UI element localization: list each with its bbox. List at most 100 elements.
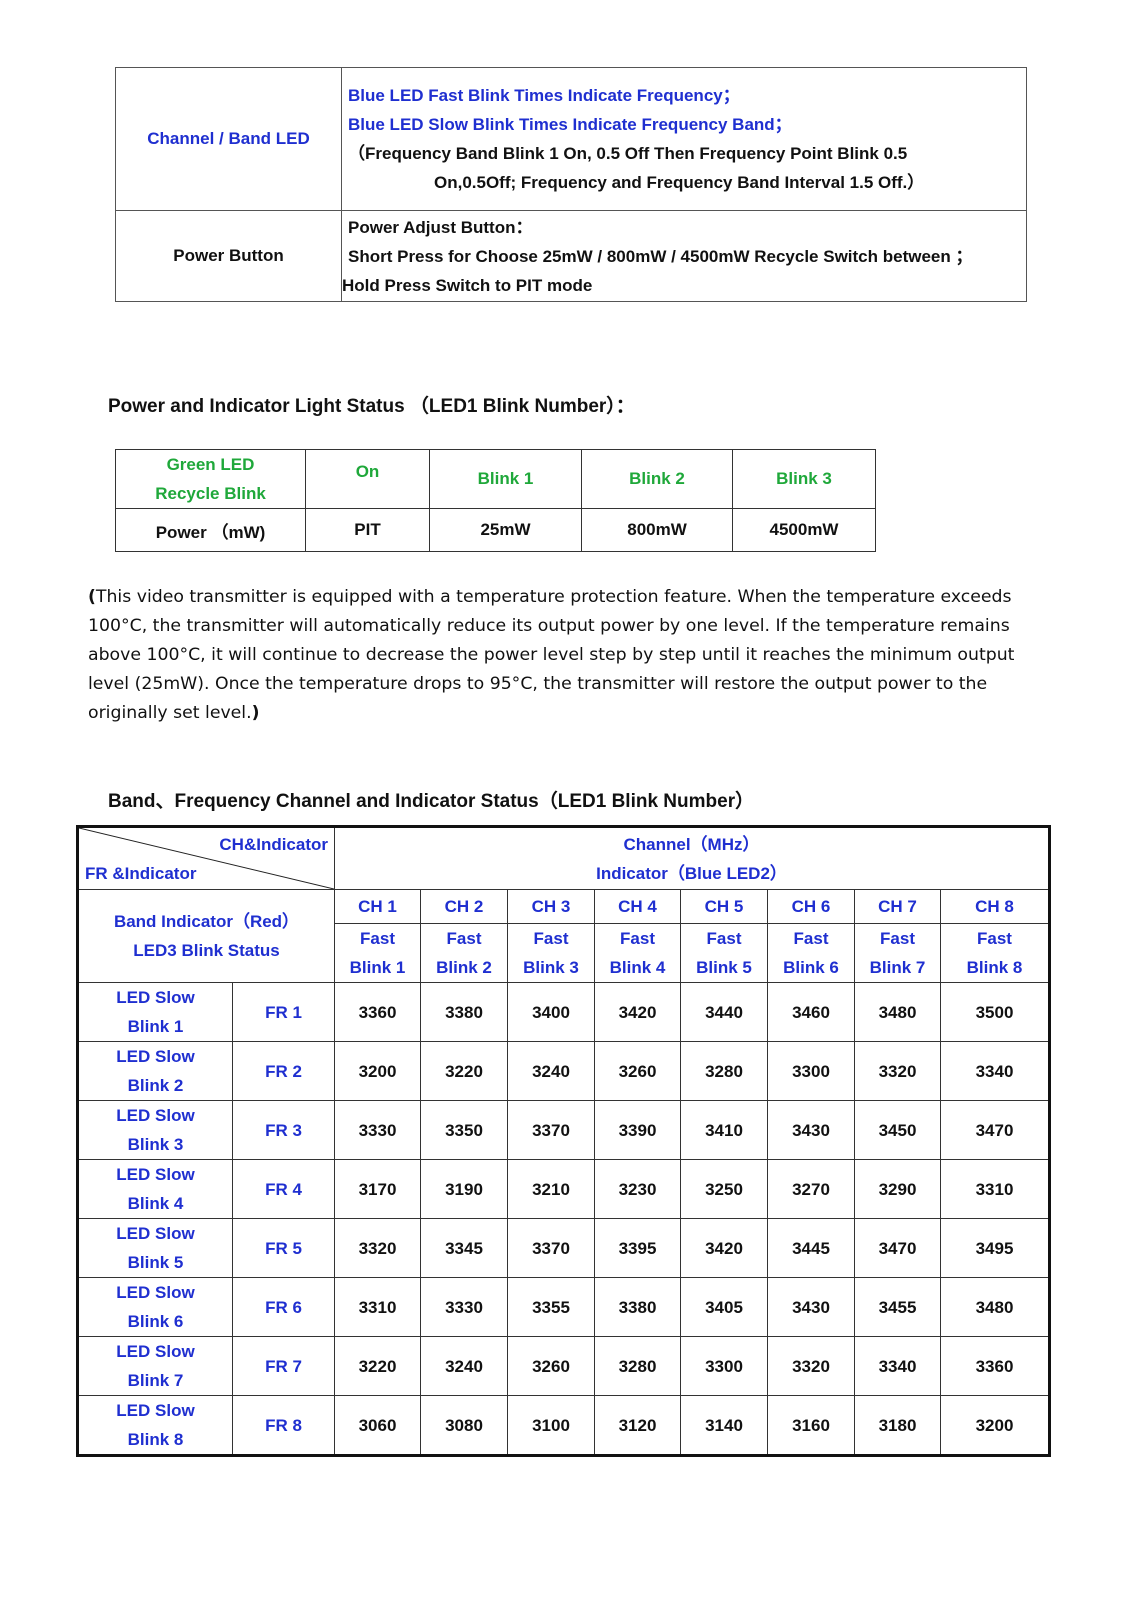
frequency-cell: 3280 (594, 1336, 682, 1396)
frequency-cell: 3360 (334, 982, 422, 1042)
frequency-cell: 3310 (940, 1159, 1050, 1219)
channel-label: CH 2 (420, 889, 509, 924)
desc-line: Power Adjust Button： (348, 217, 533, 237)
fast-label: Fast (620, 929, 655, 948)
frequency-cell: 3290 (854, 1159, 942, 1219)
band-heading: Band、Frequency Channel and Indicator Sta… (108, 791, 755, 812)
frequency-cell: 3340 (940, 1041, 1050, 1101)
channel-label: CH 8 (940, 889, 1050, 924)
status-cell: Blink 1 (429, 449, 582, 509)
channel-label: CH 7 (854, 889, 942, 924)
fast-blink-cell: Fast Blink 2 (420, 923, 509, 983)
band-indicator-label: LED3 Blink Status (133, 941, 280, 960)
frequency-cell: 3370 (507, 1100, 596, 1160)
frequency-cell: 3120 (594, 1395, 682, 1456)
channel-band-label: Channel / Band LED (115, 67, 342, 211)
frequency-cell: 3300 (767, 1041, 856, 1101)
fast-blink-row: Fast Blink 1 Fast Blink 2 Fast Blink 3 Fast Bli… (78, 923, 1050, 983)
table-row: LED Slow Blink 1 FR 1 3360 3380 3400 3420 3440 3… (77, 982, 1050, 1042)
band-label: FR 2 (231, 1041, 336, 1101)
frequency-cell: 3495 (940, 1218, 1050, 1278)
frequency-cell: 3395 (594, 1218, 682, 1278)
frequency-cell: 3270 (767, 1159, 856, 1219)
corner-top-label: CH&Indicator (219, 834, 329, 854)
frequency-cell: 3100 (507, 1395, 596, 1456)
frequency-cell: 3330 (420, 1277, 509, 1337)
slow-blink-cell: LED Slow Blink 8 (77, 1395, 233, 1456)
status-cell: Blink 2 (581, 449, 733, 509)
frequency-cell: 3500 (940, 982, 1050, 1042)
fast-label: Fast (977, 929, 1012, 948)
fast-blink-cell: Fast Blink 1 (334, 923, 422, 983)
band-label: FR 1 (231, 982, 336, 1042)
channel-header-label: Channel（MHz） (623, 834, 760, 854)
fast-blink-cell: Fast Blink 5 (680, 923, 769, 983)
desc-line: Blue LED Slow Blink Times Indicate Frequ… (348, 115, 792, 134)
power-label: Power （mW) (115, 508, 306, 552)
fast-label: Fast (360, 929, 395, 948)
slow-blink-cell: LED Slow Blink 5 (77, 1218, 233, 1278)
label-line: Green LED (166, 455, 255, 474)
header-row: CH&Indicator FR &Indicator Channel（MHz） … (76, 826, 1050, 890)
fast-blink-cell: Fast Blink 8 (940, 923, 1050, 983)
fast-blink-cell: Fast Blink 3 (507, 923, 596, 983)
desc-line: Hold Press Switch to PIT mode (342, 275, 593, 295)
frequency-cell: 3480 (940, 1277, 1050, 1337)
status-cell: Blink 3 (732, 449, 876, 509)
power-cell: PIT (305, 508, 430, 552)
blink-label: Blink 2 (127, 1076, 184, 1095)
frequency-cell: 3200 (940, 1395, 1050, 1456)
slow-label: LED Slow (116, 1224, 195, 1243)
blink-label: Blink 7 (869, 958, 926, 977)
frequency-cell: 3410 (680, 1100, 769, 1160)
table-row: LED Slow Blink 2 FR 2 3200 3220 3240 3260 3280 3… (77, 1041, 1050, 1101)
table-row: LED Slow Blink 8 FR 8 3060 3080 3100 3120 3140 3… (77, 1395, 1050, 1456)
frequency-cell: 3280 (680, 1041, 769, 1101)
blink-label: Blink 4 (609, 958, 666, 977)
channel-label: CH 4 (594, 889, 682, 924)
diagonal-line (79, 828, 334, 889)
channel-band-description: Blue LED Fast Blink Times Indicate Frequ… (341, 67, 1027, 211)
paren: ) (251, 703, 260, 723)
desc-line: （Frequency Band Blink 1 On, 0.5 Off Then… (348, 144, 908, 163)
frequency-cell: 3320 (854, 1041, 942, 1101)
frequency-cell: 3420 (680, 1218, 769, 1278)
band-indicator-header: Band Indicator（Red） LED3 Blink Status (76, 889, 336, 983)
indicator-header-label: Indicator（Blue LED2） (596, 863, 787, 883)
slow-blink-cell: LED Slow Blink 7 (77, 1336, 233, 1396)
blink-label: Blink 5 (696, 958, 752, 977)
fast-blink-cell: Fast Blink 7 (854, 923, 942, 983)
desc-line: Blue LED Fast Blink Times Indicate Frequ… (348, 86, 740, 105)
frequency-cell: 3445 (767, 1218, 856, 1278)
table-row: LED Slow Blink 6 FR 6 3310 3330 3355 3380 3405 3… (77, 1277, 1050, 1337)
blink-label: Blink 5 (127, 1253, 184, 1272)
frequency-cell: 3440 (680, 982, 769, 1042)
frequency-cell: 3220 (420, 1041, 509, 1101)
blink-label: Blink 3 (523, 958, 579, 977)
power-cell: 800mW (581, 508, 733, 552)
power-cell: 25mW (429, 508, 582, 552)
blink-label: Blink 6 (127, 1312, 184, 1331)
temperature-note: (This video transmitter is equipped with… (88, 583, 1028, 728)
blink-label: Blink 6 (783, 958, 839, 977)
frequency-cell: 3480 (854, 982, 942, 1042)
frequency-cell: 3160 (767, 1395, 856, 1456)
frequency-cell: 3320 (334, 1218, 422, 1278)
frequency-cell: 3430 (767, 1277, 856, 1337)
blink-label: Blink 7 (127, 1371, 184, 1390)
band-label: FR 5 (231, 1218, 336, 1278)
frequency-cell: 3260 (507, 1336, 596, 1396)
frequency-cell: 3470 (854, 1218, 942, 1278)
temperature-note-text: This video transmitter is equipped with … (88, 587, 1015, 723)
band-label: FR 7 (231, 1336, 336, 1396)
fast-label: Fast (706, 929, 742, 948)
slow-blink-cell: LED Slow Blink 3 (77, 1100, 233, 1160)
frequency-cell: 3060 (334, 1395, 422, 1456)
fast-blink-cell: Fast Blink 4 (594, 923, 682, 983)
frequency-cell: 3455 (854, 1277, 942, 1337)
frequency-cell: 3310 (334, 1277, 422, 1337)
table-row: LED Slow Blink 7 FR 7 3220 3240 3260 3280 3300 3… (77, 1336, 1050, 1396)
frequency-cell: 3345 (420, 1218, 509, 1278)
channel-band-row: Channel / Band LED Blue LED Fast Blink T… (115, 67, 1027, 211)
band-label: FR 6 (231, 1277, 336, 1337)
